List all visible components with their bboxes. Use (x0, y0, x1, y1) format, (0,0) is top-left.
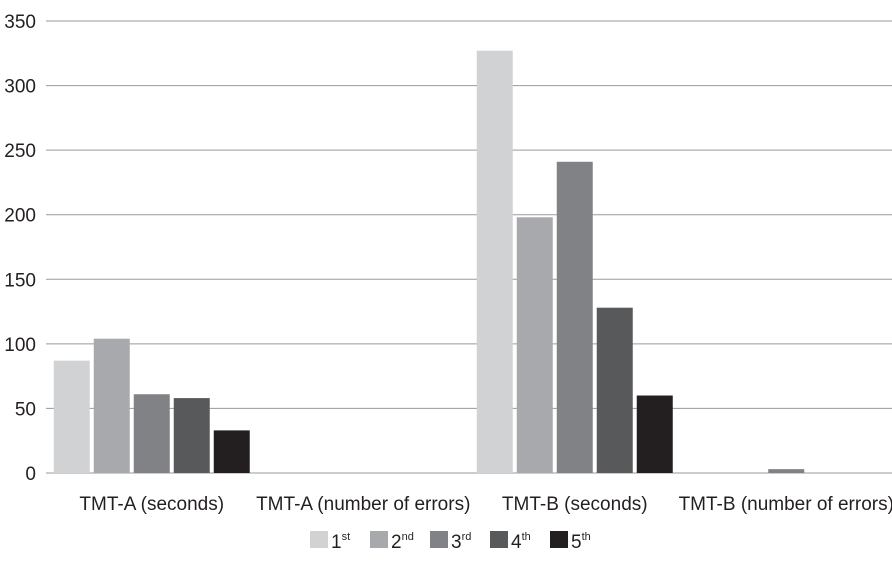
legend-swatch-1st (310, 531, 328, 548)
bar-3rd-0 (133, 394, 170, 473)
legend-label-main: 2 (391, 532, 402, 553)
bar-5th-2 (636, 395, 673, 473)
y-tick-label: 50 (15, 399, 36, 420)
legend-label-sup: th (522, 531, 531, 543)
legend: 1st 2nd 3rd 4th 5th (310, 531, 591, 553)
legend-label-sup: rd (462, 531, 472, 543)
legend-label-main: 1 (331, 532, 342, 553)
legend-label-main: 3 (451, 532, 462, 553)
y-tick-label: 350 (4, 12, 36, 33)
legend-label-3rd: 3rd (451, 531, 471, 553)
bar-2nd-0 (93, 338, 130, 473)
bar-5th-0 (213, 430, 250, 473)
y-tick-label: 150 (4, 270, 36, 291)
x-tick-label: TMT-A (number of errors) (256, 494, 470, 515)
bar-3rd-3 (768, 469, 805, 473)
bar-1st-2 (476, 50, 513, 474)
x-tick-label: TMT-B (number of errors) (679, 494, 892, 515)
legend-swatch-3rd (430, 531, 448, 548)
legend-swatch-5th (550, 531, 568, 548)
y-tick-label: 250 (4, 141, 36, 162)
x-tick-label: TMT-A (seconds) (79, 494, 224, 515)
legend-swatch-2nd (370, 531, 388, 548)
y-tick-label: 0 (25, 464, 36, 485)
y-axis-ticks: 0 50 100 150 200 250 300 350 (4, 12, 36, 485)
y-tick-label: 100 (4, 335, 36, 356)
legend-label-sup: st (342, 531, 351, 543)
y-tick-label: 200 (4, 206, 36, 227)
bar-3rd-2 (556, 161, 593, 473)
bar-4th-2 (596, 307, 633, 473)
legend-label-sup: th (582, 531, 591, 543)
bar-4th-0 (173, 398, 210, 473)
legend-label-main: 5 (571, 532, 582, 553)
legend-label-main: 4 (511, 532, 522, 553)
x-tick-label: TMT-B (seconds) (502, 494, 648, 515)
bar-1st-0 (53, 360, 90, 473)
y-tick-label: 300 (4, 77, 36, 98)
gridlines (46, 20, 892, 474)
legend-label-2nd: 2nd (391, 531, 414, 553)
legend-label-5th: 5th (571, 531, 591, 553)
legend-label-sup: nd (402, 531, 414, 543)
x-axis-ticks: TMT-A (seconds) TMT-A (number of errors) T… (79, 494, 892, 515)
bars (53, 50, 805, 474)
legend-label-1st: 1st (331, 531, 350, 553)
bar-2nd-2 (516, 217, 553, 473)
legend-swatch-4th (490, 531, 508, 548)
legend-label-4th: 4th (511, 531, 531, 553)
